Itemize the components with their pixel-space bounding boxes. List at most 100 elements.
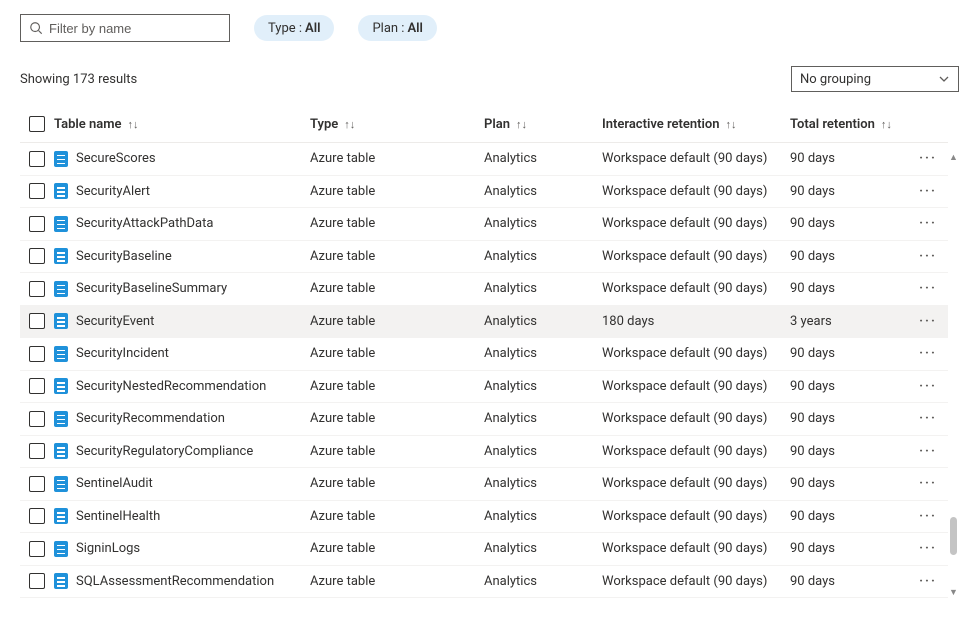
col-header-inter-label: Interactive retention <box>602 117 720 132</box>
plan-filter-value: All <box>407 21 422 36</box>
grouping-selected: No grouping <box>800 72 871 87</box>
row-total-retention: 90 days <box>790 411 908 426</box>
row-actions-menu-icon[interactable]: ··· <box>919 347 937 360</box>
row-actions-menu-icon[interactable]: ··· <box>919 542 937 555</box>
vertical-scrollbar[interactable]: ▲ ▼ <box>948 108 959 598</box>
row-name: SecurityBaseline <box>76 249 172 264</box>
table-row[interactable]: SQLAssessmentRecommendationAzure tableAn… <box>20 566 948 599</box>
row-checkbox[interactable] <box>29 216 45 232</box>
row-checkbox[interactable] <box>29 378 45 394</box>
col-header-plan[interactable]: Plan ↑↓ <box>484 117 602 132</box>
filter-by-name-input-wrapper[interactable] <box>20 14 230 42</box>
tables-grid: Table name ↑↓ Type ↑↓ Plan ↑↓ Interactiv… <box>20 108 948 598</box>
row-interactive-retention: Workspace default (90 days) <box>602 281 790 296</box>
row-interactive-retention: Workspace default (90 days) <box>602 151 790 166</box>
row-checkbox[interactable] <box>29 313 45 329</box>
table-row[interactable]: SecurityAlertAzure tableAnalyticsWorkspa… <box>20 176 948 209</box>
table-row[interactable]: SecurityNestedRecommendationAzure tableA… <box>20 371 948 404</box>
table-row[interactable]: SecureScoresAzure tableAnalyticsWorkspac… <box>20 143 948 176</box>
row-total-retention: 90 days <box>790 509 908 524</box>
filter-by-name-input[interactable] <box>43 21 221 36</box>
row-type: Azure table <box>310 444 484 459</box>
row-checkbox[interactable] <box>29 183 45 199</box>
row-total-retention: 90 days <box>790 476 908 491</box>
row-name: SecurityAttackPathData <box>76 216 213 231</box>
plan-filter-label: Plan : <box>372 21 404 36</box>
col-header-interactive-retention[interactable]: Interactive retention ↑↓ <box>602 117 790 132</box>
table-row[interactable]: SigninLogsAzure tableAnalyticsWorkspace … <box>20 533 948 566</box>
search-icon <box>29 21 43 35</box>
row-actions-menu-icon[interactable]: ··· <box>919 510 937 523</box>
col-header-name-label: Table name <box>54 117 122 132</box>
grouping-select[interactable]: No grouping <box>791 66 959 92</box>
plan-filter-pill[interactable]: Plan : All <box>358 15 436 41</box>
scroll-thumb[interactable] <box>950 517 957 555</box>
row-interactive-retention: Workspace default (90 days) <box>602 444 790 459</box>
row-actions-menu-icon[interactable]: ··· <box>919 380 937 393</box>
row-checkbox[interactable] <box>29 443 45 459</box>
table-row[interactable]: SecurityRecommendationAzure tableAnalyti… <box>20 403 948 436</box>
table-row[interactable]: SecurityAttackPathDataAzure tableAnalyti… <box>20 208 948 241</box>
row-name: SecureScores <box>76 151 156 166</box>
results-count: Showing 173 results <box>20 72 137 87</box>
row-actions-menu-icon[interactable]: ··· <box>919 315 937 328</box>
row-checkbox[interactable] <box>29 151 45 167</box>
row-actions-menu-icon[interactable]: ··· <box>919 152 937 165</box>
row-type: Azure table <box>310 476 484 491</box>
table-row[interactable]: SecurityBaselineAzure tableAnalyticsWork… <box>20 241 948 274</box>
scroll-down-arrow-icon[interactable]: ▼ <box>949 587 958 598</box>
row-total-retention: 90 days <box>790 346 908 361</box>
col-header-total-retention[interactable]: Total retention ↑↓ <box>790 117 908 132</box>
row-checkbox[interactable] <box>29 411 45 427</box>
row-type: Azure table <box>310 379 484 394</box>
row-interactive-retention: Workspace default (90 days) <box>602 411 790 426</box>
table-icon <box>54 346 68 362</box>
row-plan: Analytics <box>484 379 602 394</box>
row-actions-menu-icon[interactable]: ··· <box>919 575 937 588</box>
table-icon <box>54 411 68 427</box>
row-checkbox[interactable] <box>29 281 45 297</box>
type-filter-pill[interactable]: Type : All <box>254 15 334 41</box>
row-actions-menu-icon[interactable]: ··· <box>919 445 937 458</box>
table-icon <box>54 443 68 459</box>
row-actions-menu-icon[interactable]: ··· <box>919 477 937 490</box>
col-header-type[interactable]: Type ↑↓ <box>310 117 484 132</box>
row-plan: Analytics <box>484 444 602 459</box>
row-name: SQLAssessmentRecommendation <box>76 574 274 589</box>
col-header-type-label: Type <box>310 117 338 132</box>
row-total-retention: 90 days <box>790 281 908 296</box>
row-actions-menu-icon[interactable]: ··· <box>919 412 937 425</box>
row-type: Azure table <box>310 346 484 361</box>
table-icon <box>54 216 68 232</box>
row-actions-menu-icon[interactable]: ··· <box>919 185 937 198</box>
row-checkbox[interactable] <box>29 476 45 492</box>
table-icon <box>54 541 68 557</box>
row-plan: Analytics <box>484 411 602 426</box>
table-row[interactable]: SecurityEventAzure tableAnalytics180 day… <box>20 306 948 339</box>
table-row[interactable]: SentinelHealthAzure tableAnalyticsWorksp… <box>20 501 948 534</box>
table-icon <box>54 281 68 297</box>
select-all-checkbox[interactable] <box>29 116 45 132</box>
table-row[interactable]: SentinelAuditAzure tableAnalyticsWorkspa… <box>20 468 948 501</box>
table-row[interactable]: SecurityIncidentAzure tableAnalyticsWork… <box>20 338 948 371</box>
row-checkbox[interactable] <box>29 508 45 524</box>
row-type: Azure table <box>310 184 484 199</box>
row-actions-menu-icon[interactable]: ··· <box>919 282 937 295</box>
row-interactive-retention: Workspace default (90 days) <box>602 346 790 361</box>
row-checkbox[interactable] <box>29 346 45 362</box>
row-actions-menu-icon[interactable]: ··· <box>919 250 937 263</box>
scroll-up-arrow-icon[interactable]: ▲ <box>949 152 958 163</box>
row-checkbox[interactable] <box>29 541 45 557</box>
row-plan: Analytics <box>484 346 602 361</box>
table-row[interactable]: SecurityRegulatoryComplianceAzure tableA… <box>20 436 948 469</box>
row-total-retention: 90 days <box>790 249 908 264</box>
row-plan: Analytics <box>484 574 602 589</box>
row-interactive-retention: Workspace default (90 days) <box>602 249 790 264</box>
row-checkbox[interactable] <box>29 248 45 264</box>
table-icon <box>54 573 68 589</box>
row-checkbox[interactable] <box>29 573 45 589</box>
table-icon <box>54 248 68 264</box>
col-header-name[interactable]: Table name ↑↓ <box>54 117 310 132</box>
row-actions-menu-icon[interactable]: ··· <box>919 217 937 230</box>
table-row[interactable]: SecurityBaselineSummaryAzure tableAnalyt… <box>20 273 948 306</box>
